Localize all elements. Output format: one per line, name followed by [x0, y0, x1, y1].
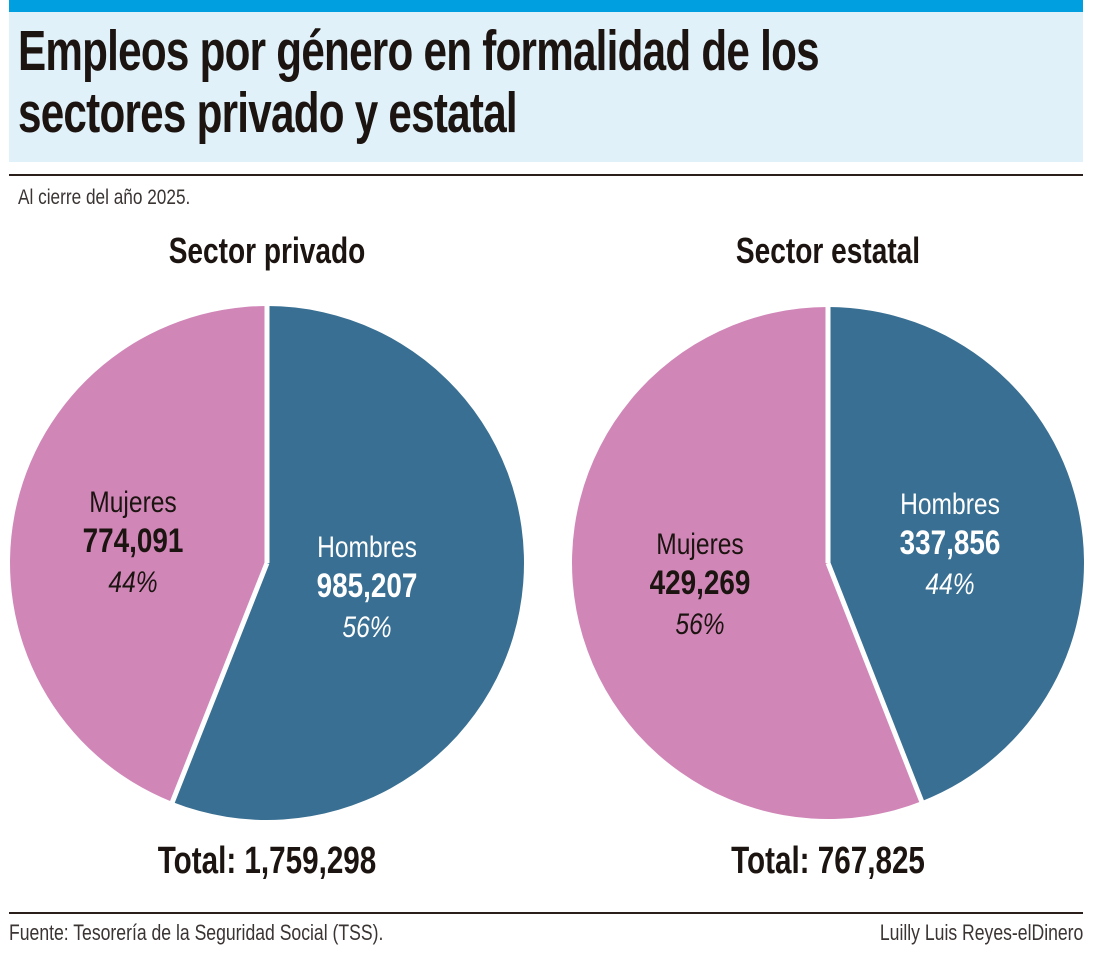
slice-name: Hombres [317, 530, 417, 564]
slice-name: Mujeres [89, 485, 176, 519]
slice-value: 985,207 [317, 566, 418, 604]
source-note: Fuente: Tesorería de la Seguridad Social… [9, 920, 384, 945]
title-box [9, 12, 1083, 162]
slice-percent: 44% [108, 565, 157, 599]
total-privado: Total: 1,759,298 [157, 840, 377, 882]
credit-note: Luilly Luis Reyes-elDinero [879, 920, 1083, 945]
slice-percent: 56% [342, 610, 391, 644]
chart-title-estatal: Sector estatal [735, 230, 921, 271]
slice-value: 429,269 [650, 563, 751, 601]
title-line-1: Empleos por género en formalidad de los [18, 19, 820, 83]
pie-slice-mujeres [9, 306, 268, 802]
title-line-2: sectores privado y estatal [18, 81, 518, 145]
slice-value: 337,856 [900, 523, 1001, 561]
accent-bar [9, 0, 1083, 12]
slice-name: Hombres [900, 487, 1000, 521]
page-title: Empleos por género en formalidad de los … [18, 19, 820, 145]
header-divider [9, 174, 1083, 176]
slice-value: 774,091 [83, 521, 184, 559]
footer-divider [9, 912, 1083, 914]
slice-divider [169, 562, 270, 805]
total-estatal: Total: 767,825 [731, 840, 925, 882]
slice-divider [825, 562, 925, 805]
chart-title-privado: Sector privado [168, 230, 366, 271]
slice-name: Mujeres [656, 527, 743, 561]
pie-slice-mujeres [571, 307, 922, 820]
pie-slice-hombres [828, 307, 1084, 802]
pie-slice-hombres [172, 306, 524, 820]
subtitle: Al cierre del año 2025. [18, 186, 191, 209]
slice-percent: 56% [675, 607, 724, 641]
slice-percent: 44% [925, 567, 974, 601]
